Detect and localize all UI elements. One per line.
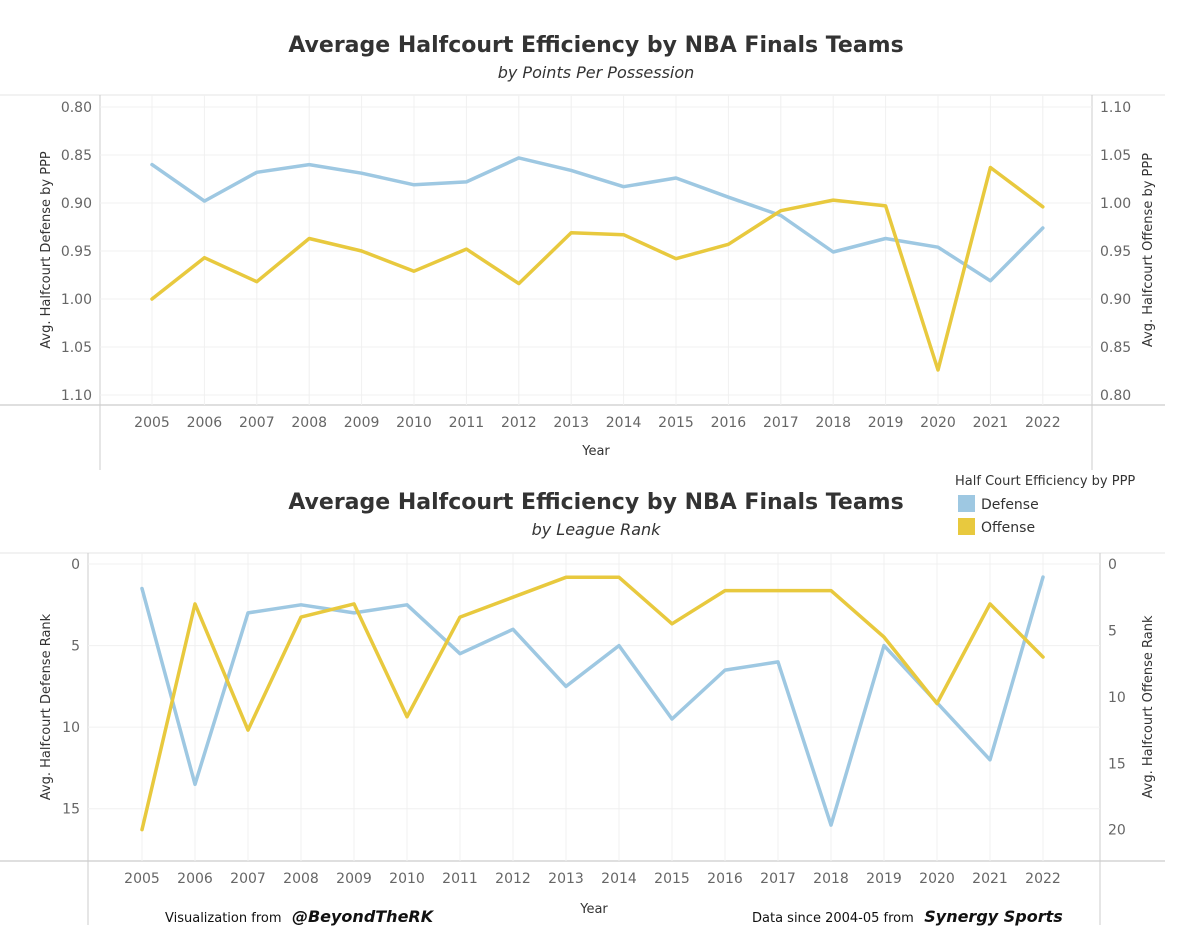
x-tick-label: 2012 — [501, 415, 537, 431]
x-tick-label: 2018 — [813, 871, 849, 887]
chart-1: 0.80 0.85 0.90 0.95 1.00 1.05 1.10 1.10 1.05 1.00… — [0, 94, 1165, 470]
footer-source: Data since 2004-05 from Synergy Sports — [752, 907, 1063, 926]
x-tick-label: 2009 — [344, 415, 380, 431]
right-tick-label: 0.80 — [1100, 388, 1131, 404]
left-tick-label: 5 — [71, 639, 80, 655]
right-axis-title: Avg. Halfcourt Offense Rank — [1141, 615, 1156, 798]
x-axis-title: Year — [579, 902, 608, 917]
x-tick-label: 2018 — [815, 415, 851, 431]
x-tick-label: 2017 — [763, 415, 799, 431]
left-tick-label: 0.80 — [61, 100, 92, 116]
right-tick-label: 1.10 — [1100, 100, 1131, 116]
series-line-defense — [150, 156, 1045, 283]
footer: Visualization from @BeyondTheRK Data sin… — [165, 907, 1063, 926]
right-tick-label: 0.95 — [1100, 244, 1131, 260]
x-tick-label: 2019 — [868, 415, 904, 431]
footer-data-prefix: Data since 2004-05 from — [752, 911, 914, 926]
x-tick-label: 2020 — [920, 415, 956, 431]
x-tick-label: 2010 — [389, 871, 425, 887]
right-tick-label: 1.05 — [1100, 148, 1131, 164]
x-axis-title: Year — [581, 444, 610, 459]
chart-2: 0 5 10 15 0 5 10 15 20 2005 2006 2007 2008 2009 2010 20… — [0, 552, 1165, 925]
x-tick-label: 2007 — [239, 415, 275, 431]
x-tick-label: 2015 — [654, 871, 690, 887]
x-tick-label: 2011 — [449, 415, 485, 431]
left-tick-label: 0 — [71, 557, 80, 573]
x-tick-label: 2021 — [973, 415, 1009, 431]
x-tick-label: 2008 — [291, 415, 327, 431]
left-tick-label: 0.90 — [61, 196, 92, 212]
x-tick-label: 2021 — [972, 871, 1008, 887]
series-line-offense — [140, 575, 1045, 832]
chart1-subtitle: by Points Per Possession — [498, 63, 695, 82]
x-tick-label: 2017 — [760, 871, 796, 887]
left-axis-title: Avg. Halfcourt Defense by PPP — [39, 151, 54, 349]
legend: Half Court Efficiency by PPP Defense Off… — [955, 474, 1135, 536]
left-tick-label: 1.05 — [61, 340, 92, 356]
x-tick-label: 2007 — [230, 871, 266, 887]
left-axis-title: Avg. Halfcourt Defense Rank — [39, 613, 54, 800]
charts-layer: 0.80 0.85 0.90 0.95 1.00 1.05 1.10 1.10 1.05 1.00… — [0, 94, 1165, 925]
legend-title: Half Court Efficiency by PPP — [955, 474, 1135, 489]
left-tick-label: 0.85 — [61, 148, 92, 164]
chart2-title: Average Halfcourt Efficiency by NBA Fina… — [288, 490, 903, 515]
right-tick-label: 0.90 — [1100, 292, 1131, 308]
legend-label-offense: Offense — [981, 520, 1035, 536]
x-tick-label: 2014 — [601, 871, 637, 887]
x-tick-label: 2006 — [187, 415, 223, 431]
right-tick-label: 10 — [1108, 690, 1126, 706]
x-tick-label: 2012 — [495, 871, 531, 887]
right-axis-title: Avg. Halfcourt Offense by PPP — [1141, 153, 1156, 347]
chart2-subtitle: by League Rank — [532, 520, 662, 539]
x-tick-label: 2016 — [711, 415, 747, 431]
legend-label-defense: Defense — [981, 497, 1039, 513]
x-tick-label: 2009 — [336, 871, 372, 887]
left-tick-label: 15 — [62, 802, 80, 818]
x-tick-label: 2013 — [548, 871, 584, 887]
left-tick-label: 10 — [62, 720, 80, 736]
footer-viz-handle: @BeyondTheRK — [292, 907, 435, 926]
footer-credit: Visualization from @BeyondTheRK — [165, 907, 435, 926]
x-tick-label: 2020 — [919, 871, 955, 887]
x-tick-label: 2011 — [442, 871, 478, 887]
x-tick-label: 2010 — [396, 415, 432, 431]
series-line-offense — [150, 165, 1045, 372]
x-tick-label: 2016 — [707, 871, 743, 887]
left-tick-label: 1.10 — [61, 388, 92, 404]
x-tick-label: 2013 — [553, 415, 589, 431]
legend-swatch-offense — [958, 518, 975, 535]
left-tick-label: 1.00 — [61, 292, 92, 308]
right-tick-label: 5 — [1108, 623, 1117, 639]
x-tick-label: 2008 — [283, 871, 319, 887]
right-tick-label: 0.85 — [1100, 340, 1131, 356]
footer-viz-prefix: Visualization from — [165, 911, 282, 926]
right-tick-label: 1.00 — [1100, 196, 1131, 212]
series-line-defense — [140, 575, 1045, 827]
chart1-title: Average Halfcourt Efficiency by NBA Fina… — [288, 33, 903, 58]
x-tick-label: 2005 — [124, 871, 160, 887]
x-tick-label: 2015 — [658, 415, 694, 431]
legend-swatch-defense — [958, 495, 975, 512]
right-tick-label: 20 — [1108, 823, 1126, 839]
x-tick-label: 2005 — [134, 415, 170, 431]
left-tick-label: 0.95 — [61, 244, 92, 260]
x-tick-label: 2006 — [177, 871, 213, 887]
x-tick-label: 2019 — [866, 871, 902, 887]
x-tick-label: 2022 — [1025, 415, 1061, 431]
x-tick-label: 2022 — [1025, 871, 1061, 887]
x-tick-label: 2014 — [606, 415, 642, 431]
footer-data-source: Synergy Sports — [924, 907, 1063, 926]
right-tick-label: 15 — [1108, 756, 1126, 772]
right-tick-label: 0 — [1108, 557, 1117, 573]
